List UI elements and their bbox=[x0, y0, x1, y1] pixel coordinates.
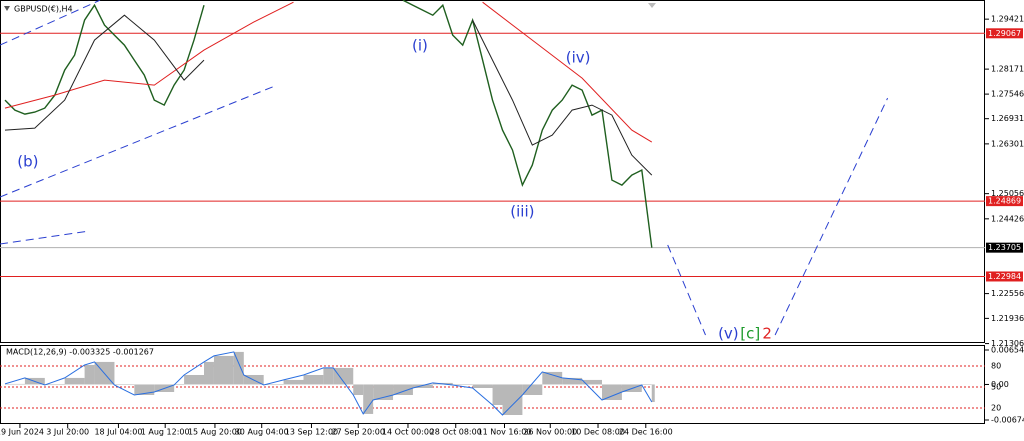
wave-label: (iii) bbox=[510, 203, 534, 221]
level-label: 1.29067 bbox=[988, 29, 1021, 38]
macd-bar bbox=[542, 371, 563, 385]
macd-bar bbox=[64, 377, 85, 385]
macd-bar bbox=[602, 384, 622, 400]
macd-bar bbox=[174, 384, 185, 385]
level-box bbox=[986, 28, 1023, 39]
price-line bbox=[4, 0, 653, 248]
y-tick-label: 0.00 bbox=[991, 380, 1009, 389]
x-tick-label: 19 Jun 2024 bbox=[0, 428, 44, 437]
macd-bar bbox=[502, 384, 523, 416]
macd-bar bbox=[204, 361, 214, 385]
macd-bar bbox=[233, 351, 244, 385]
x-tick-label: 15 Aug 20:00 bbox=[188, 428, 242, 437]
x-tick-label: 1 Aug 12:00 bbox=[141, 428, 190, 437]
trendline bbox=[667, 97, 889, 336]
y-tick-label: 1.29421 bbox=[991, 15, 1024, 24]
y-tick-label: 1.26301 bbox=[991, 139, 1024, 148]
wave-label: (b) bbox=[17, 153, 38, 171]
wave-label: (iv) bbox=[566, 49, 591, 67]
y-tick-label: 1.27546 bbox=[991, 90, 1024, 99]
level-label: 1.22984 bbox=[988, 272, 1021, 281]
macd-bar bbox=[353, 384, 364, 395]
wave-label: (i) bbox=[412, 37, 428, 55]
y-tick-label: 1.21936 bbox=[991, 314, 1024, 323]
y-tick-label: 1.28171 bbox=[991, 65, 1024, 74]
macd-bar bbox=[134, 384, 155, 395]
macd-bar bbox=[641, 384, 652, 385]
macd-bar bbox=[184, 374, 204, 385]
macd-bar bbox=[84, 364, 95, 385]
x-tick-label: 13 Sep 12:00 bbox=[285, 428, 338, 437]
wave-label: (v) bbox=[718, 324, 739, 342]
x-tick-label: 18 Jul 04:00 bbox=[94, 428, 142, 437]
macd-frame bbox=[0, 345, 985, 424]
x-tick-label: 14 Oct 00:00 bbox=[382, 428, 434, 437]
trendline bbox=[0, 230, 90, 245]
moving-average bbox=[4, 14, 653, 176]
macd-bar bbox=[114, 384, 135, 385]
macd-line bbox=[4, 351, 653, 416]
y-tick-label: -0.006749 bbox=[991, 416, 1024, 425]
macd-bar bbox=[562, 377, 583, 385]
macd-bar bbox=[472, 384, 493, 388]
macd-bar bbox=[213, 355, 234, 385]
wave-label: [c] bbox=[740, 324, 760, 342]
trendline bbox=[0, 85, 275, 198]
y-tick-label: 1.25056 bbox=[991, 189, 1024, 198]
x-tick-label: 30 Aug 04:00 bbox=[235, 428, 289, 437]
x-tick-label: 28 Oct 08:00 bbox=[430, 428, 482, 437]
macd-title: MACD(12,26,9) -0.003325 -0.001267 bbox=[6, 348, 154, 357]
y2-tick-label: 20 bbox=[991, 404, 1001, 413]
chart-title: GBPUSD(€),H4 bbox=[14, 5, 73, 14]
macd-bar bbox=[5, 383, 25, 385]
macd-bar bbox=[522, 384, 543, 395]
macd-bar bbox=[303, 374, 324, 385]
trendline bbox=[0, 0, 101, 46]
moving-average bbox=[4, 1, 653, 143]
level-label: 1.23705 bbox=[988, 243, 1021, 252]
level-box bbox=[986, 271, 1023, 282]
macd-bar bbox=[44, 384, 65, 385]
macd-bar bbox=[333, 367, 354, 385]
macd-bar bbox=[263, 384, 284, 385]
macd-bar bbox=[492, 384, 503, 405]
wave-label: 2 bbox=[762, 324, 772, 342]
x-tick-label: 26 Nov 00:00 bbox=[523, 428, 577, 437]
macd-bar bbox=[412, 384, 433, 388]
x-tick-label: 3 Jul 20:00 bbox=[46, 428, 89, 437]
y2-tick-label: 80 bbox=[991, 362, 1001, 371]
y2-tick-label: 50 bbox=[991, 383, 1001, 392]
level-box bbox=[986, 196, 1023, 207]
macd-bar bbox=[651, 384, 655, 402]
macd-bar bbox=[393, 384, 413, 395]
macd-bar bbox=[582, 379, 602, 385]
axes: 1.29421 1.28171 1.27546 1.26931 1.26301 1.250… bbox=[0, 15, 1024, 437]
y-tick-label: 1.22556 bbox=[991, 289, 1024, 298]
macd-bar bbox=[283, 379, 304, 385]
main-frame bbox=[0, 0, 985, 343]
x-tick-label: 11 Nov 16:00 bbox=[478, 428, 532, 437]
macd-bar bbox=[323, 367, 334, 385]
title-icon bbox=[4, 6, 10, 11]
x-tick-label: 24 Dec 16:00 bbox=[619, 428, 673, 437]
macd-bar bbox=[363, 384, 374, 414]
x-tick-label: 27 Sep 20:00 bbox=[332, 428, 385, 437]
level-box bbox=[986, 242, 1023, 253]
level-label: 1.24869 bbox=[988, 197, 1021, 206]
y-tick-label: 0.006544 bbox=[991, 346, 1024, 355]
macd-bar bbox=[452, 384, 473, 385]
y-tick-label: 1.24426 bbox=[991, 214, 1024, 223]
y-tick-label: 1.26931 bbox=[991, 114, 1024, 123]
shift-marker bbox=[648, 3, 656, 8]
y-tick-label: 1.21306 bbox=[991, 339, 1024, 348]
x-tick-label: 10 Dec 08:00 bbox=[571, 428, 625, 437]
main-pane: (b) (i) (iii) (iv) (v) [c] 2 bbox=[0, 0, 985, 342]
macd-pane bbox=[0, 351, 985, 416]
